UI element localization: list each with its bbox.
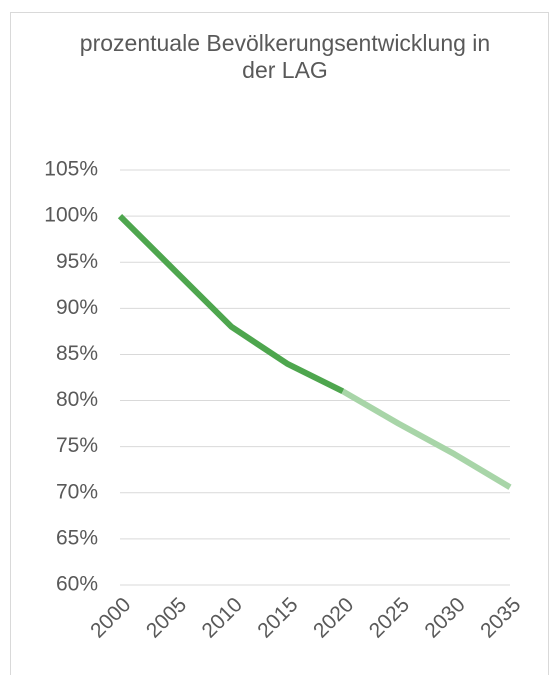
y-tick-label: 85%: [56, 342, 98, 365]
x-tick-label: 2025: [365, 593, 414, 642]
y-tick-label: 100%: [44, 204, 98, 227]
y-tick-label: 95%: [56, 250, 98, 273]
chart-title: prozentuale Bevölkerungsentwicklung in d…: [79, 30, 491, 83]
line-series: [341, 388, 512, 490]
line-series: [117, 213, 345, 395]
y-tick-label: 65%: [56, 526, 98, 549]
x-tick-label: 2005: [142, 593, 191, 642]
x-tick-label: 2010: [198, 593, 247, 642]
y-tick-label: 75%: [56, 434, 98, 457]
x-tick-label: 2015: [253, 593, 302, 642]
y-tick-label: 70%: [56, 480, 98, 503]
y-tick-label: 105%: [44, 158, 98, 181]
chart-border: [10, 12, 549, 675]
x-tick-label: 2000: [86, 593, 135, 642]
x-tick-label: 2020: [309, 593, 358, 642]
y-tick-label: 80%: [56, 388, 98, 411]
y-tick-label: 90%: [56, 296, 98, 319]
x-tick-label: 2035: [476, 593, 525, 642]
x-tick-label: 2030: [420, 593, 469, 642]
y-tick-label: 60%: [56, 573, 98, 596]
